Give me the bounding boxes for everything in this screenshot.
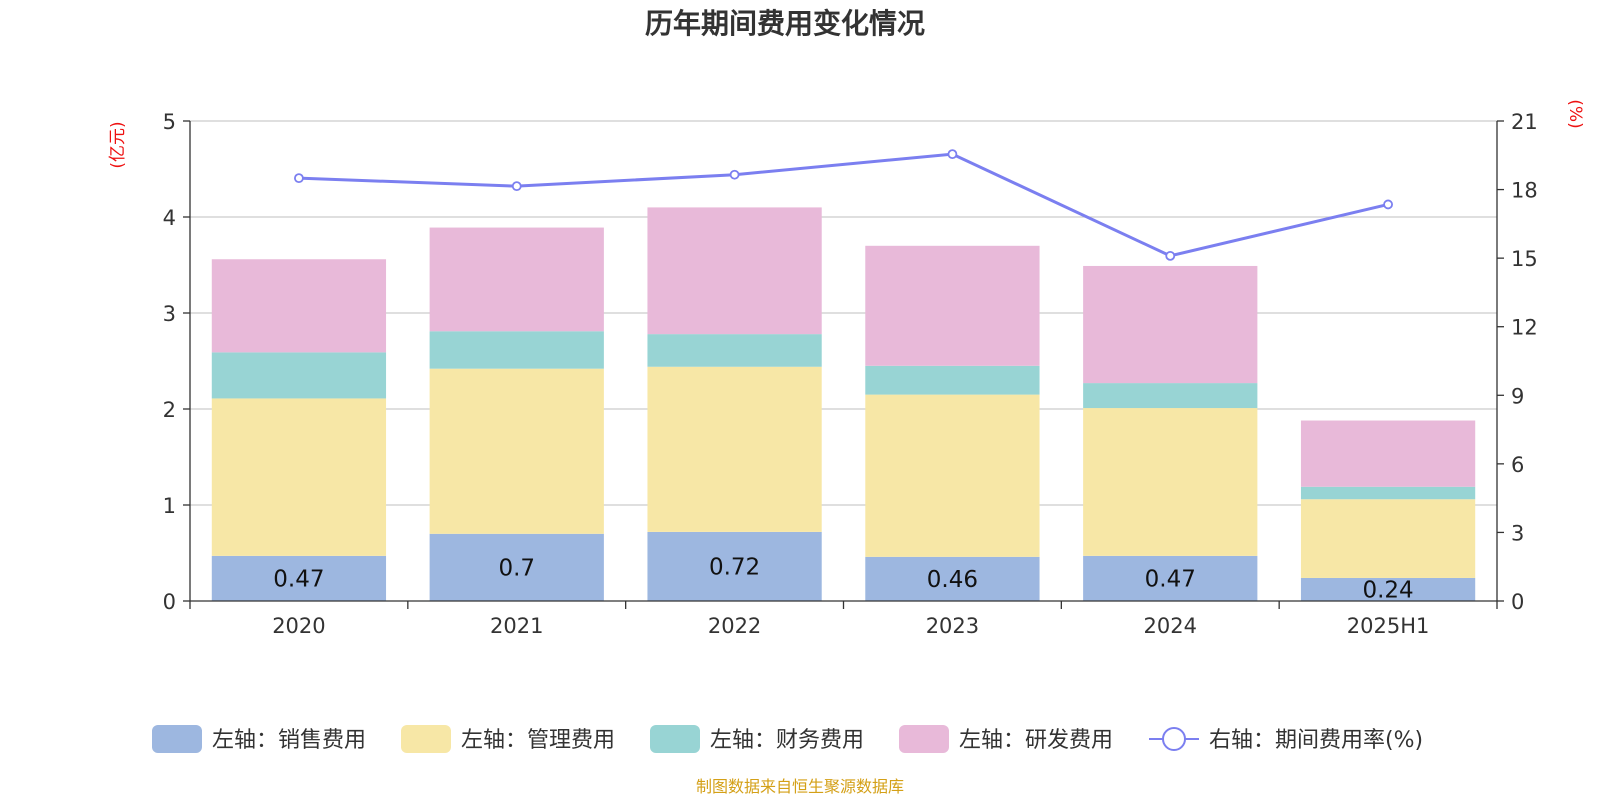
bar-segment-2: [211, 398, 387, 556]
legend-label: 左轴：财务费用: [710, 728, 864, 753]
bar-layer: [211, 207, 1476, 601]
line-layer: [294, 149, 1393, 261]
bar-segment-4: [211, 259, 387, 353]
left-axis-tick-label: 0: [163, 590, 176, 614]
left-axis-tick-label: 2: [163, 398, 176, 422]
x-axis-tick-label: 2021: [490, 614, 543, 638]
left-axis-tick-label: 4: [163, 206, 176, 230]
bar-segment-3: [1300, 486, 1476, 500]
bar-segment-3: [429, 331, 604, 369]
left-axis-unit: (亿元): [108, 121, 128, 168]
bar-segment-4: [1083, 265, 1258, 384]
right-axis-tick-label: 18: [1511, 179, 1538, 203]
legend-item-3[interactable]: 左轴：财务费用: [650, 725, 864, 753]
bar-segment-4: [429, 227, 604, 332]
grid-lines: [190, 120, 1497, 506]
bar-data-label: 0.24: [1362, 577, 1413, 603]
rate-line-point: [1383, 199, 1393, 210]
bar-data-label: 0.47: [1145, 566, 1196, 592]
bar-segment-4: [647, 207, 822, 335]
right-axis-tick-label: 3: [1511, 521, 1524, 545]
x-axis-tick-label: 2024: [1144, 614, 1197, 638]
bar-segment-2: [1300, 499, 1476, 578]
right-axis-unit: (%): [1565, 99, 1585, 128]
bar-segment-2: [429, 368, 604, 534]
chart-title: 历年期间费用变化情况: [645, 7, 925, 40]
rate-line: [298, 152, 1389, 258]
bar-data-label: 0.7: [498, 555, 535, 581]
right-axis-tick-label: 9: [1511, 384, 1524, 408]
legend-marker: [1162, 727, 1186, 751]
bar-segment-3: [1083, 383, 1258, 409]
legend-swatch: [650, 725, 700, 753]
right-axis-tick-label: 21: [1511, 110, 1538, 134]
bar-segment-4: [865, 245, 1040, 366]
legend-swatch: [899, 725, 949, 753]
legend-item-2[interactable]: 左轴：管理费用: [401, 725, 615, 753]
right-axis-tick-label: 15: [1511, 247, 1538, 271]
x-axis-tick-label: 2022: [708, 614, 761, 638]
left-axis-tick-label: 3: [163, 302, 176, 326]
bar-segment-3: [865, 365, 1040, 395]
legend-swatch: [152, 725, 202, 753]
rate-line-point: [1165, 250, 1176, 261]
data-labels: 0.47 0.7 0.72 0.46 0.47 0.24: [273, 554, 1413, 603]
source-note: 制图数据来自恒生聚源数据库: [696, 777, 904, 796]
bar-segment-1: [1083, 555, 1258, 601]
rate-line-point: [294, 173, 304, 184]
x-axis-tick-label: 2025H1: [1347, 614, 1430, 638]
x-axis-tick-label: 2023: [926, 614, 979, 638]
bar-data-label: 0.46: [927, 567, 978, 593]
bar-segment-1: [647, 531, 822, 601]
legend-label: 左轴：销售费用: [212, 728, 366, 753]
x-axis-tick-label: 2020: [272, 614, 325, 638]
legend-item-5[interactable]: 右轴：期间费用率(%): [1149, 727, 1423, 753]
legend: 左轴：销售费用 左轴：管理费用 左轴：财务费用 左轴：研发费用 右轴：期间费用率(%): [152, 725, 1423, 753]
right-axis-tick-label: 6: [1511, 453, 1524, 477]
legend-swatch: [401, 725, 451, 753]
bar-segment-3: [647, 334, 822, 367]
bar-segment-2: [865, 394, 1040, 557]
bar-segment-2: [1083, 408, 1258, 556]
bar-segment-1: [211, 555, 387, 601]
legend-item-1[interactable]: 左轴：销售费用: [152, 725, 366, 753]
left-axis-tick-label: 1: [163, 494, 176, 518]
bar-segment-1: [429, 533, 604, 601]
legend-item-4[interactable]: 左轴：研发费用: [899, 725, 1113, 753]
bar-segment-3: [211, 352, 387, 399]
bar-data-label: 0.72: [709, 554, 760, 580]
rate-line-point: [947, 149, 958, 160]
bar-segment-1: [865, 556, 1040, 601]
right-axis-tick-label: 12: [1511, 316, 1538, 340]
legend-label: 左轴：管理费用: [461, 728, 615, 753]
rate-line-point: [511, 181, 522, 192]
bar-segment-2: [647, 366, 822, 532]
left-axis-tick-label: 5: [163, 110, 176, 134]
legend-label: 右轴：期间费用率(%): [1209, 728, 1423, 753]
bar-data-label: 0.47: [273, 566, 324, 592]
rate-line-point: [729, 169, 740, 180]
bar-segment-4: [1300, 420, 1476, 487]
bar-segment-1: [1300, 577, 1476, 601]
right-axis-tick-label: 0: [1511, 590, 1524, 614]
legend-label: 左轴：研发费用: [959, 728, 1113, 753]
